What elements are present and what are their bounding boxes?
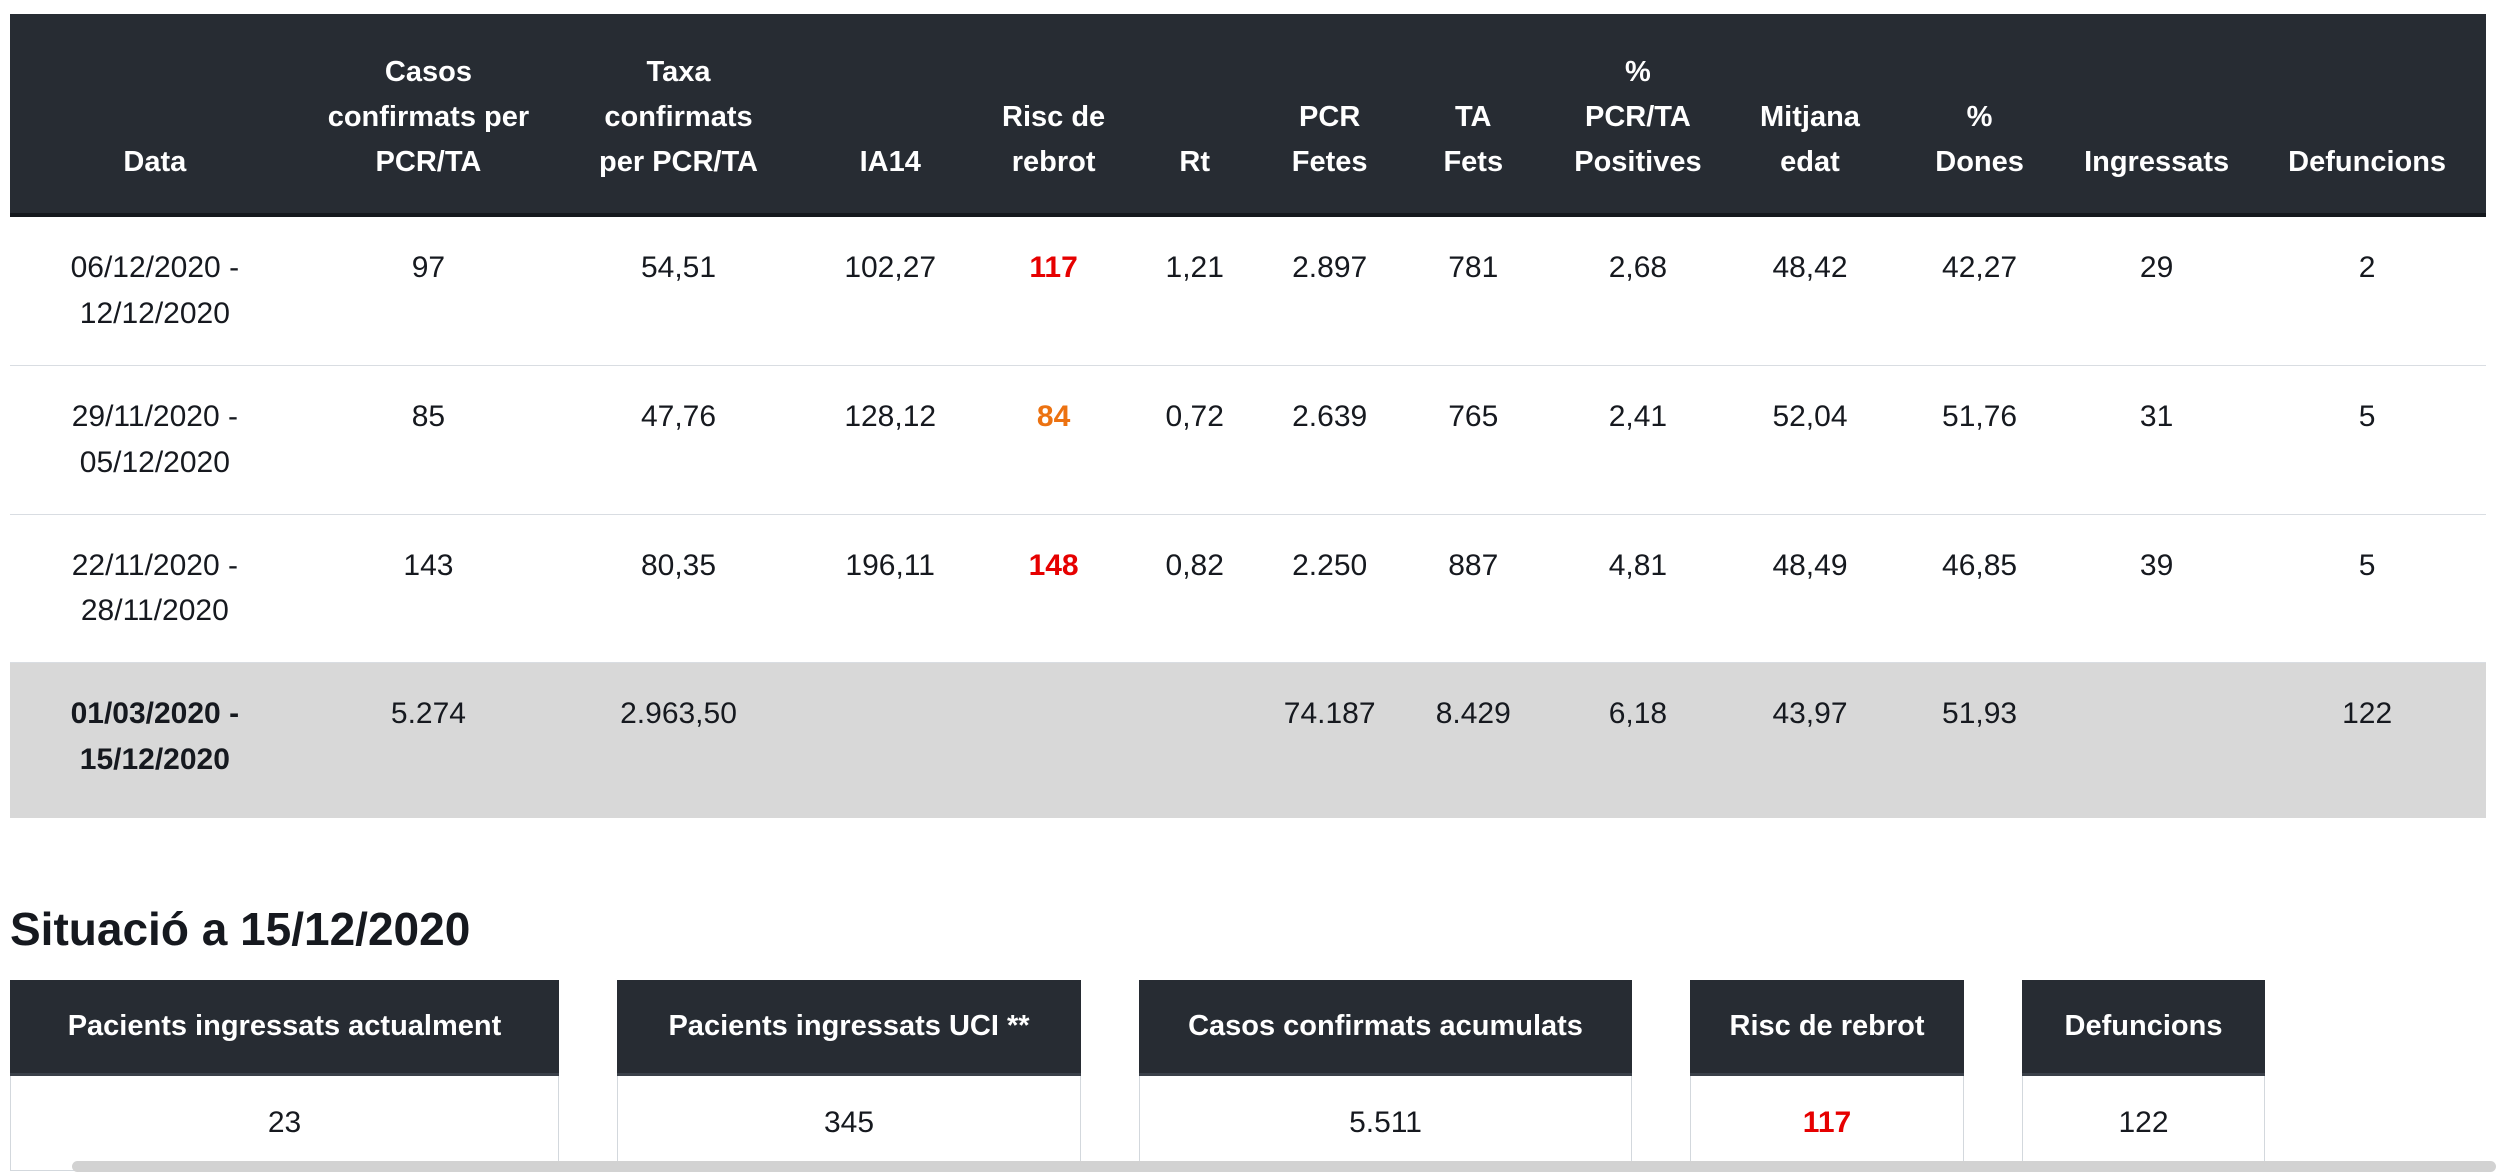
col-header-ta-fets: TA Fets: [1396, 14, 1551, 217]
cell-ia14: 128,12: [799, 365, 981, 515]
total-cell-taxa-confirmats: 2.963,50: [557, 662, 800, 818]
card-defuncions: Defuncions 122: [2022, 979, 2265, 1171]
card-label: Pacients ingressats actualment: [10, 979, 559, 1076]
cell-rt: 0,82: [1126, 514, 1263, 664]
cell-data: 06/12/2020 - 12/12/2020: [10, 215, 300, 366]
cell-pct-positives: 2,41: [1550, 365, 1726, 515]
cell-taxa-confirmats: 80,35: [557, 514, 800, 664]
total-cell-data: 01/03/2020 - 15/12/2020: [10, 662, 300, 818]
cell-risc-rebrot: 148: [980, 514, 1127, 664]
cell-ia14: 196,11: [799, 514, 981, 664]
card-value: 117: [1690, 1075, 1964, 1171]
cell-data: 22/11/2020 - 28/11/2020: [10, 514, 300, 664]
col-header-pcr-fetes: PCR Fetes: [1262, 14, 1397, 217]
card-pacients-ingressats-actualment: Pacients ingressats actualment 23: [10, 979, 559, 1171]
cell-ta-fets: 887: [1396, 514, 1551, 664]
situation-title: Situació a 15/12/2020: [10, 902, 471, 955]
total-cell-ta-fets: 8.429: [1396, 662, 1551, 818]
cell-data: 29/11/2020 - 05/12/2020: [10, 365, 300, 515]
col-header-ingressats: Ingressats: [2065, 14, 2249, 217]
cell-taxa-confirmats: 47,76: [557, 365, 800, 515]
cell-risc-rebrot: 117: [980, 215, 1127, 366]
card-label: Defuncions: [2022, 979, 2265, 1076]
card-label: Pacients ingressats UCI **: [617, 979, 1081, 1076]
total-cell-ingressats: [2065, 662, 2249, 818]
cell-ingressats: 29: [2065, 215, 2249, 366]
cell-ia14: 102,27: [799, 215, 981, 366]
total-cell-rt: [1126, 662, 1263, 818]
col-header-risc-rebrot: Risc de rebrot: [980, 14, 1127, 217]
total-cell-casos-confirmats: 5.274: [299, 662, 558, 818]
col-header-pct-positives: % PCR/TA Positives: [1550, 14, 1726, 217]
col-header-rt: Rt: [1126, 14, 1263, 217]
table-row-week-2: 29/11/2020 - 05/12/2020 85 47,76 128,12 …: [10, 365, 2486, 515]
cell-casos-confirmats: 143: [299, 514, 558, 664]
cell-pcr-fetes: 2.639: [1262, 365, 1397, 515]
cell-casos-confirmats: 85: [299, 365, 558, 515]
table-header-row: Data Casos confirmats per PCR/TA Taxa co…: [10, 14, 2486, 217]
cell-rt: 1,21: [1126, 215, 1263, 366]
table-total-row: 01/03/2020 - 15/12/2020 5.274 2.963,50 7…: [10, 662, 2486, 818]
col-header-data: Data: [10, 14, 300, 217]
cell-pct-positives: 2,68: [1550, 215, 1726, 366]
horizontal-scrollbar[interactable]: [72, 1161, 2496, 1172]
cell-casos-confirmats: 97: [299, 215, 558, 366]
cell-rt: 0,72: [1126, 365, 1263, 515]
cell-defuncions: 5: [2248, 365, 2486, 515]
cell-pcr-fetes: 2.250: [1262, 514, 1397, 664]
situation-cards: Pacients ingressats actualment 23 Pacien…: [10, 979, 2486, 1171]
total-cell-ia14: [799, 662, 981, 818]
cell-pct-dones: 42,27: [1894, 215, 2065, 366]
cell-ta-fets: 781: [1396, 215, 1551, 366]
card-casos-confirmats-acumulats: Casos confirmats acumulats 5.511: [1139, 979, 1632, 1171]
col-header-casos-confirmats: Casos confirmats per PCR/TA: [299, 14, 558, 217]
cell-mitjana-edat: 48,49: [1725, 514, 1895, 664]
weekly-covid-table: Data Casos confirmats per PCR/TA Taxa co…: [10, 14, 2486, 818]
col-header-defuncions: Defuncions: [2248, 14, 2486, 217]
card-value: 122: [2022, 1075, 2265, 1171]
card-value: 23: [10, 1075, 559, 1171]
card-risc-de-rebrot: Risc de rebrot 117: [1690, 979, 1964, 1171]
card-label: Risc de rebrot: [1690, 979, 1964, 1076]
card-label: Casos confirmats acumulats: [1139, 979, 1632, 1076]
cell-mitjana-edat: 48,42: [1725, 215, 1895, 366]
table-row-week-1: 06/12/2020 - 12/12/2020 97 54,51 102,27 …: [10, 215, 2486, 366]
table-header: Data Casos confirmats per PCR/TA Taxa co…: [10, 14, 2486, 217]
cell-pct-positives: 4,81: [1550, 514, 1726, 664]
cell-ta-fets: 765: [1396, 365, 1551, 515]
col-header-ia14: IA14: [799, 14, 981, 217]
cell-pct-dones: 51,76: [1894, 365, 2065, 515]
total-cell-risc-rebrot: [980, 662, 1127, 818]
cell-taxa-confirmats: 54,51: [557, 215, 800, 366]
cell-defuncions: 5: [2248, 514, 2486, 664]
total-cell-pct-positives: 6,18: [1550, 662, 1726, 818]
total-cell-pct-dones: 51,93: [1894, 662, 2065, 818]
cell-pcr-fetes: 2.897: [1262, 215, 1397, 366]
total-cell-pcr-fetes: 74.187: [1262, 662, 1397, 818]
total-cell-defuncions: 122: [2248, 662, 2486, 818]
col-header-taxa-confirmats: Taxa confirmats per PCR/TA: [557, 14, 800, 217]
table-row-week-3: 22/11/2020 - 28/11/2020 143 80,35 196,11…: [10, 514, 2486, 664]
cell-pct-dones: 46,85: [1894, 514, 2065, 664]
card-value: 345: [617, 1075, 1081, 1171]
card-pacients-ingressats-uci: Pacients ingressats UCI ** 345: [617, 979, 1081, 1171]
col-header-pct-dones: % Dones: [1894, 14, 2065, 217]
cell-ingressats: 39: [2065, 514, 2249, 664]
col-header-mitjana-edat: Mitjana edat: [1725, 14, 1895, 217]
total-cell-mitjana-edat: 43,97: [1725, 662, 1895, 818]
cell-mitjana-edat: 52,04: [1725, 365, 1895, 515]
card-value: 5.511: [1139, 1075, 1632, 1171]
cell-risc-rebrot: 84: [980, 365, 1127, 515]
cell-ingressats: 31: [2065, 365, 2249, 515]
cell-defuncions: 2: [2248, 215, 2486, 366]
